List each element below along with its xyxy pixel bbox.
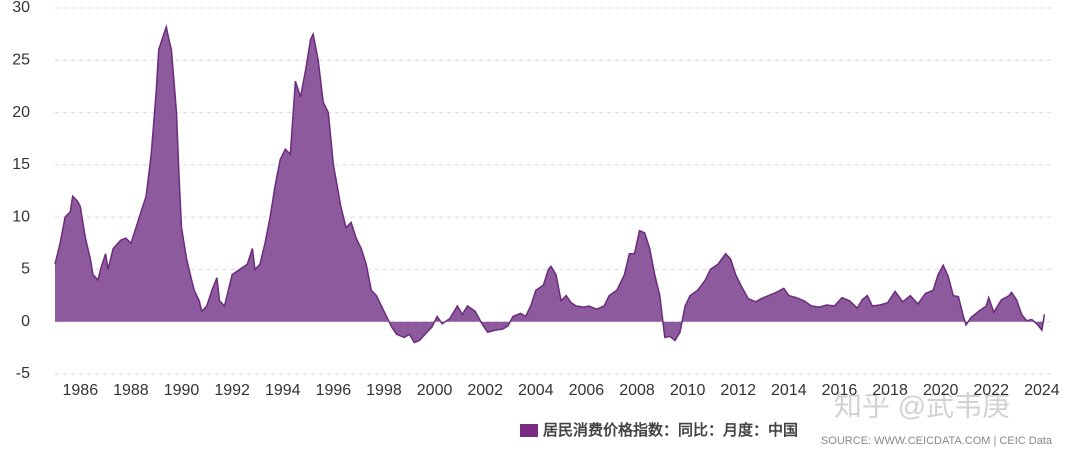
x-tick-label: 1992 bbox=[214, 382, 250, 399]
x-tick-label: 2016 bbox=[822, 382, 858, 399]
source: SOURCE: WWW.CEICDATA.COM | CEIC Data bbox=[821, 435, 1053, 447]
y-tick-label: 10 bbox=[12, 208, 30, 225]
x-tick-label: 2000 bbox=[417, 382, 453, 399]
x-tick-label: 2024 bbox=[1024, 382, 1060, 399]
x-tick-label: 2008 bbox=[619, 382, 655, 399]
y-tick-label: 15 bbox=[12, 156, 30, 173]
x-tick-label: 1986 bbox=[63, 382, 99, 399]
x-tick-label: 2002 bbox=[467, 382, 503, 399]
x-tick-label: 1988 bbox=[113, 382, 149, 399]
y-tick-label: 0 bbox=[21, 313, 30, 330]
x-tick-label: 2014 bbox=[771, 382, 807, 399]
x-tick-label: 1996 bbox=[316, 382, 352, 399]
x-tick-label: 2006 bbox=[569, 382, 605, 399]
x-tick-label: 2010 bbox=[670, 382, 706, 399]
x-tick-label: 1990 bbox=[164, 382, 200, 399]
legend-swatch bbox=[520, 424, 538, 437]
x-tick-label: 2022 bbox=[973, 382, 1009, 399]
y-tick-label: 30 bbox=[12, 0, 30, 16]
area bbox=[55, 26, 1045, 343]
y-tick-label: 5 bbox=[21, 261, 30, 278]
y-tick-label: -5 bbox=[16, 365, 30, 382]
y-tick-label: 20 bbox=[12, 104, 30, 121]
watermark: 知乎 @武韦庚 bbox=[834, 390, 1010, 421]
x-tick-label: 1998 bbox=[366, 382, 402, 399]
legend-label: 居民消费价格指数：同比：月度：中国 bbox=[543, 421, 798, 439]
x-tick-label: 2012 bbox=[720, 382, 756, 399]
area-line bbox=[54, 23, 1046, 344]
y-tick-label: 25 bbox=[12, 52, 30, 69]
x-tick-label: 2018 bbox=[872, 382, 908, 399]
x-tick-label: 2004 bbox=[518, 382, 554, 399]
x-tick-label: 1994 bbox=[265, 382, 301, 399]
x-tick-label: 2020 bbox=[923, 382, 959, 399]
